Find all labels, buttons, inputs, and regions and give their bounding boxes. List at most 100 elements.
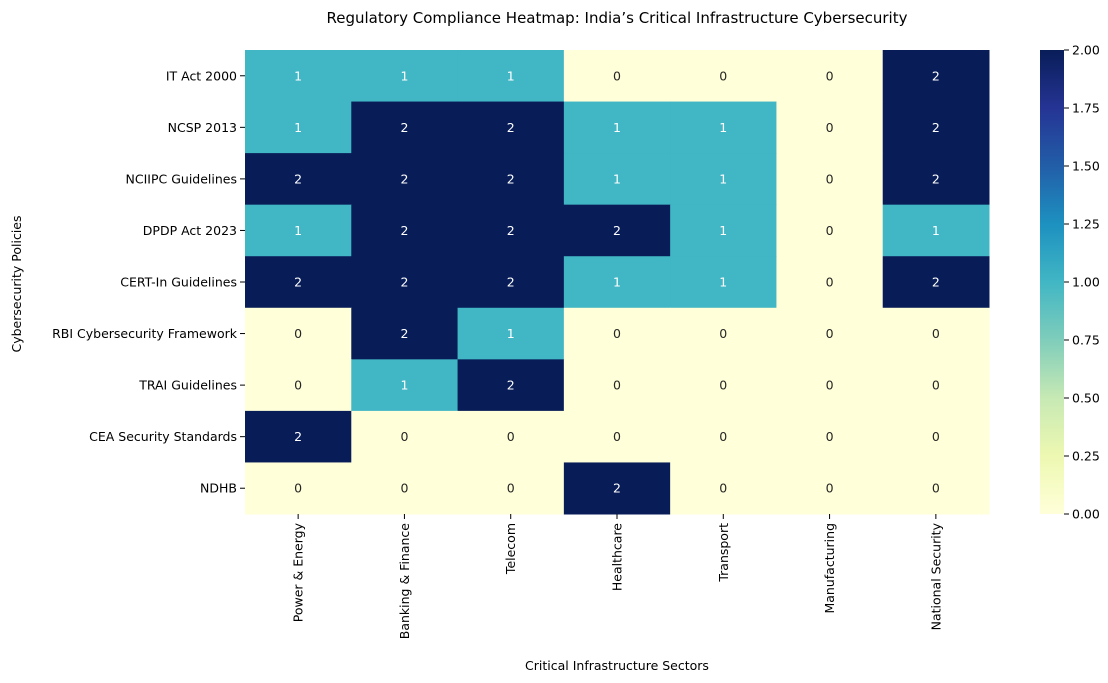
heatmap-cell (776, 462, 884, 515)
heatmap-cell (457, 204, 565, 257)
cell-value-label: 1 (613, 275, 621, 290)
cell-value-label: 0 (719, 378, 727, 393)
heatmap-cell (563, 462, 671, 515)
heatmap-cell (882, 307, 990, 360)
cell-value-label: 2 (932, 275, 940, 290)
colorbar (1040, 50, 1064, 514)
cell-value-label: 0 (826, 378, 834, 393)
heatmap-cell (563, 101, 671, 154)
cell-value-label: 0 (294, 378, 302, 393)
heatmap-cell (245, 50, 352, 103)
cell-value-label: 0 (932, 326, 940, 341)
heatmap-cell (351, 204, 459, 257)
heatmap-cell (670, 101, 777, 154)
heatmap-cell (670, 462, 777, 515)
cell-value-label: 2 (613, 223, 621, 238)
heatmap-cell (457, 359, 565, 412)
cell-value-label: 0 (719, 481, 727, 496)
heatmap-cell (563, 50, 671, 103)
cell-value-label: 2 (507, 378, 515, 393)
x-tick-label: Banking & Finance (397, 523, 412, 640)
cell-value-label: 2 (507, 275, 515, 290)
heatmap-cell (776, 50, 884, 103)
colorbar-ticks: 0.00 0.25 0.50 0.75 1.00 1.25 1.50 1.75 2.00 (1064, 43, 1100, 522)
x-tick-label: Manufacturing (822, 523, 837, 614)
heatmap-cell (776, 410, 884, 463)
heatmap-cell (882, 204, 990, 257)
y-tick-label: NCIIPC Guidelines (126, 171, 237, 186)
heatmap-cell (670, 50, 777, 103)
heatmap-cell (351, 410, 459, 463)
heatmap-cell (351, 462, 459, 515)
cell-value-label: 1 (294, 120, 302, 135)
heatmap-cell (457, 307, 565, 360)
heatmap-cell (351, 153, 459, 206)
heatmap-cell (776, 101, 884, 154)
y-tick-label: TRAI Guidelines (138, 378, 237, 393)
heatmap-cell (245, 153, 352, 206)
cell-value-label: 2 (400, 326, 408, 341)
heatmap-cell (563, 256, 671, 309)
cell-value-label: 0 (826, 68, 834, 83)
y-tick-label: NDHB (200, 481, 237, 496)
heatmap-cell (563, 307, 671, 360)
heatmap-cell (670, 256, 777, 309)
colorbar-tick-label: 1.25 (1072, 217, 1100, 232)
colorbar-tick-label: 0.00 (1072, 507, 1100, 522)
heatmap-cell (563, 410, 671, 463)
heatmap-cell (776, 256, 884, 309)
cell-value-label: 1 (507, 326, 515, 341)
heatmap-cell (670, 153, 777, 206)
y-tick-label: DPDP Act 2023 (143, 223, 237, 238)
heatmap-cell (351, 50, 459, 103)
heatmap-cell (351, 359, 459, 412)
x-tick-label: National Security (928, 522, 943, 630)
heatmap-cell (457, 410, 565, 463)
cell-value-label: 2 (400, 275, 408, 290)
colorbar-tick-label: 0.50 (1072, 391, 1100, 406)
y-tick-label: RBI Cybersecurity Framework (52, 326, 238, 341)
heatmap-cell (670, 410, 777, 463)
colorbar-tick-label: 0.75 (1072, 333, 1100, 348)
heatmap-cell (882, 410, 990, 463)
cell-value-label: 0 (826, 171, 834, 186)
colorbar-tick-label: 1.00 (1072, 275, 1100, 290)
cell-value-label: 0 (294, 326, 302, 341)
cell-value-label: 1 (400, 68, 408, 83)
cell-value-label: 1 (719, 275, 727, 290)
heatmap-cell (457, 50, 565, 103)
x-axis-label: Critical Infrastructure Sectors (525, 658, 709, 673)
heatmap-cell (457, 462, 565, 515)
x-axis-ticks: Power & Energy Banking & Finance Telecom He… (291, 514, 943, 640)
cell-value-label: 0 (719, 326, 727, 341)
cell-value-label: 2 (932, 171, 940, 186)
cell-value-label: 0 (826, 429, 834, 444)
cell-value-label: 1 (294, 68, 302, 83)
heatmap-cell (563, 204, 671, 257)
y-axis-label: Cybersecurity Policies (9, 215, 24, 352)
heatmap-cell (351, 101, 459, 154)
heatmap-cell (563, 359, 671, 412)
cell-value-label: 0 (613, 429, 621, 444)
x-tick-label: Telecom (503, 523, 518, 575)
heatmap-cell (245, 101, 352, 154)
y-tick-label: CERT-In Guidelines (120, 275, 237, 290)
cell-value-label: 0 (932, 481, 940, 496)
cell-value-label: 0 (826, 223, 834, 238)
cell-value-label: 1 (932, 223, 940, 238)
heatmap-cell (245, 204, 352, 257)
x-tick-label: Healthcare (610, 523, 625, 591)
cell-value-label: 1 (294, 223, 302, 238)
cell-value-label: 2 (507, 171, 515, 186)
heatmap-cell (457, 256, 565, 309)
heatmap-cell (776, 204, 884, 257)
heatmap-cell (245, 462, 352, 515)
heatmap-cell (245, 359, 352, 412)
cell-value-label: 2 (400, 120, 408, 135)
cell-value-label: 2 (294, 429, 302, 444)
cell-value-label: 1 (613, 171, 621, 186)
heatmap-cell (882, 101, 990, 154)
colorbar-tick-label: 2.00 (1072, 43, 1100, 58)
cell-value-label: 0 (294, 481, 302, 496)
